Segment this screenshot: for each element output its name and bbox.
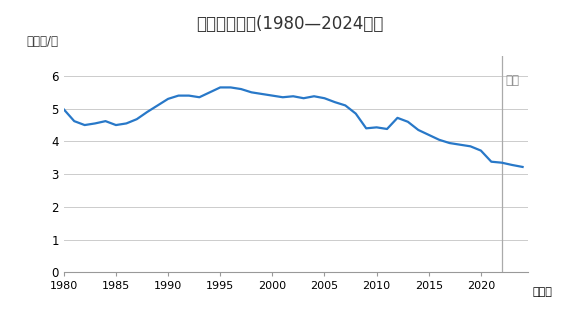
Text: 预测: 预测: [506, 74, 520, 87]
Text: 百万桶/日: 百万桶/日: [27, 35, 59, 48]
Text: （年）: （年）: [532, 287, 552, 297]
Text: 日本石油消費(1980—2024年）: 日本石油消費(1980—2024年）: [196, 15, 384, 33]
